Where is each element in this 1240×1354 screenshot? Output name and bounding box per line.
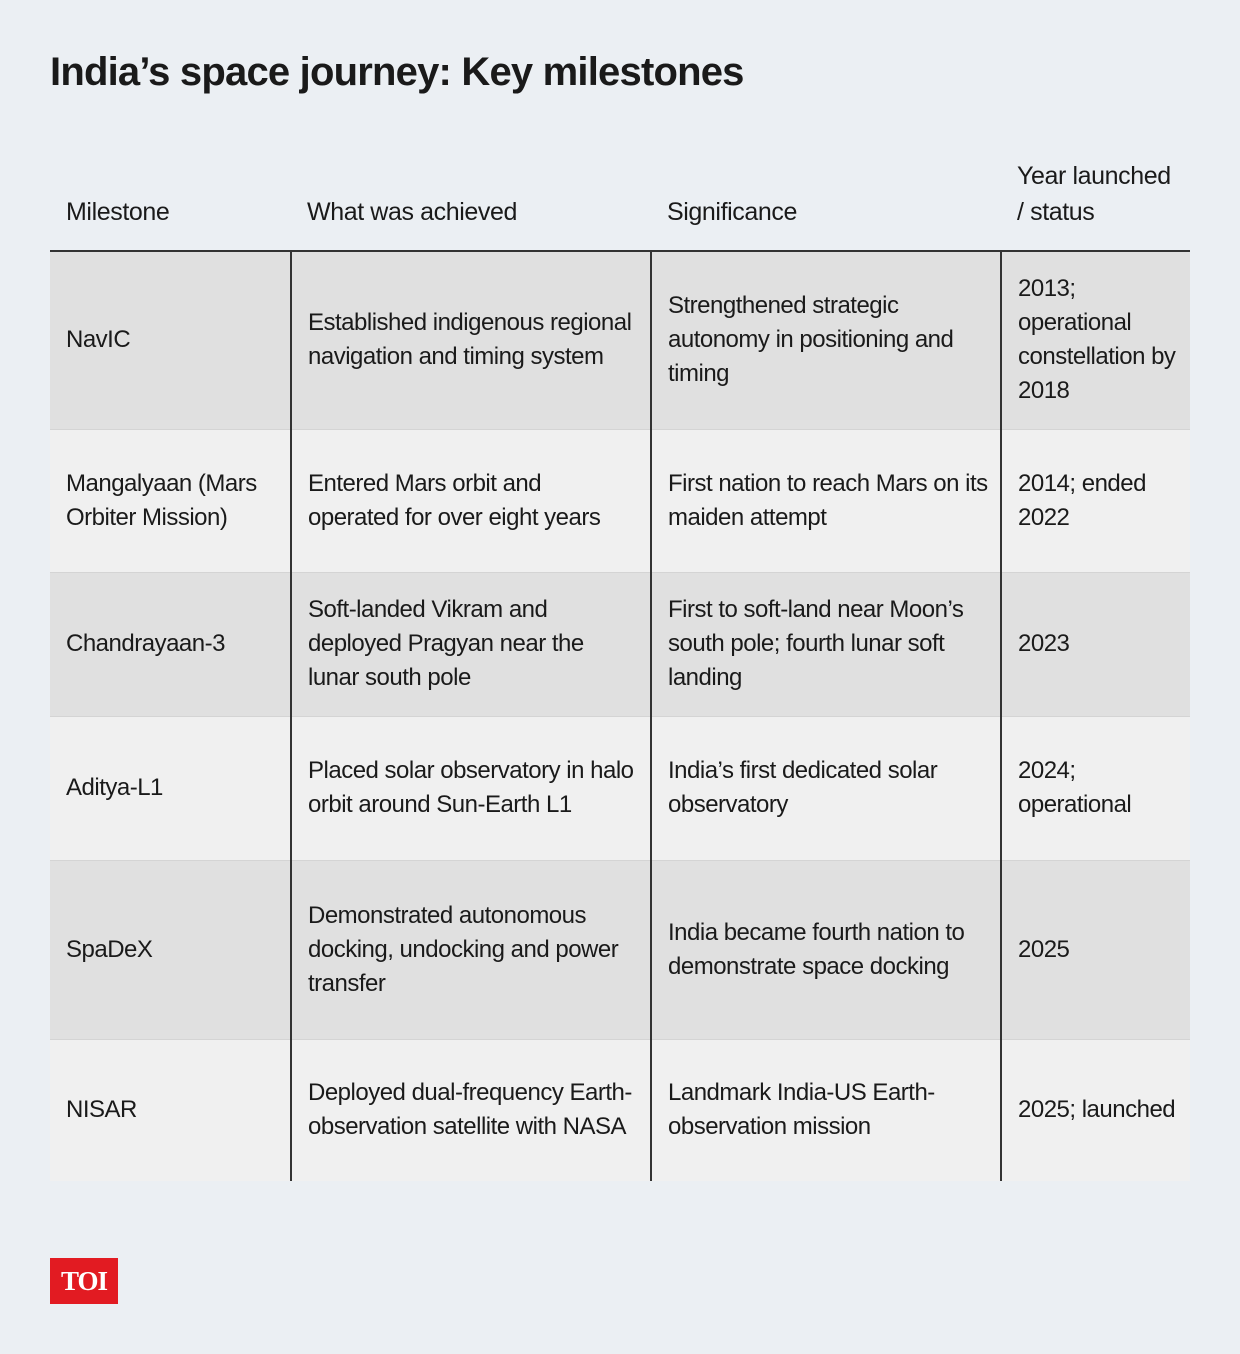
table-cell: 2023 — [1000, 571, 1190, 716]
table-row: NavIC Established indigenous regional nav… — [50, 250, 1190, 429]
table-cell: 2013; operational constellation by 2018 — [1000, 250, 1190, 429]
table-cell: Landmark India-US Earth-observation miss… — [650, 1038, 1001, 1181]
table-cell: Chandrayaan-3 — [50, 571, 291, 716]
table-cell: 2025; launched — [1000, 1038, 1190, 1181]
table-cell: 2024; operational — [1000, 715, 1190, 860]
logo: TOI — [50, 1258, 118, 1304]
table-row: Chandrayaan-3 Soft-landed Vikram and depl… — [50, 571, 1190, 716]
table-row: SpaDeX Demonstrated autonomous docking, u… — [50, 859, 1190, 1039]
milestones-table: Milestone What was achieved Significance Ye… — [50, 150, 1190, 1181]
table-cell: Entered Mars orbit and operated for over… — [290, 428, 651, 572]
table-row: Aditya-L1 Placed solar observatory in hal… — [50, 715, 1190, 860]
table-cell: 2014; ended 2022 — [1000, 428, 1190, 572]
table-cell: NISAR — [50, 1038, 291, 1181]
table-cell: Strengthened strategic autonomy in posit… — [650, 250, 1001, 429]
column-header: What was achieved — [291, 150, 651, 252]
column-header: Significance — [651, 150, 1001, 252]
table-header: Milestone What was achieved Significance Ye… — [50, 150, 1190, 252]
table-cell: First nation to reach Mars on its maiden… — [650, 428, 1001, 572]
table-cell: India became fourth nation to demonstrat… — [650, 859, 1001, 1039]
table-cell: Established indigenous regional navigati… — [290, 250, 651, 429]
table-cell: SpaDeX — [50, 859, 291, 1039]
table-cell: NavIC — [50, 250, 291, 429]
table-body: NavIC Established indigenous regional nav… — [50, 250, 1190, 1181]
table-cell: Soft-landed Vikram and deployed Pragyan … — [290, 571, 651, 716]
table-cell: 2025 — [1000, 859, 1190, 1039]
table-cell: Aditya-L1 — [50, 715, 291, 860]
column-header: Year launched / status — [1001, 150, 1190, 252]
table-row: Mangalyaan (Mars Orbiter Mission) Entered… — [50, 428, 1190, 572]
table-cell: Deployed dual-frequency Earth-observatio… — [290, 1038, 651, 1181]
table-cell: Placed solar observatory in halo orbit a… — [290, 715, 651, 860]
column-header: Milestone — [50, 150, 291, 252]
table-cell: First to soft-land near Moon’s south pol… — [650, 571, 1001, 716]
header-row: Milestone What was achieved Significance Ye… — [50, 150, 1190, 252]
table-row: NISAR Deployed dual-frequency Earth-obser… — [50, 1038, 1190, 1181]
table-cell: Demonstrated autonomous docking, undocki… — [290, 859, 651, 1039]
title: India’s space journey: Key milestones — [50, 50, 744, 94]
table-cell: India’s first dedicated solar observator… — [650, 715, 1001, 860]
table-cell: Mangalyaan (Mars Orbiter Mission) — [50, 428, 291, 572]
